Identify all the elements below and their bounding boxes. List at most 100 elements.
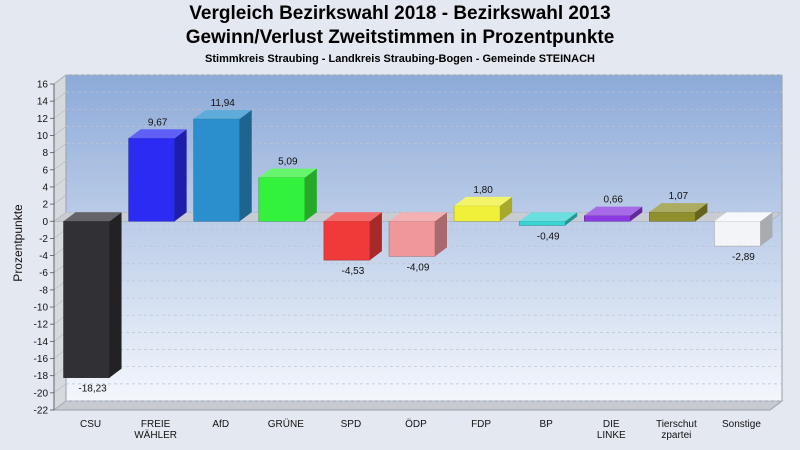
category-label: ÖDP <box>405 418 427 430</box>
bar-front <box>128 138 175 222</box>
bar-top <box>649 203 708 213</box>
bar-front <box>518 221 566 226</box>
y-tick-label: -22 <box>34 406 49 417</box>
grid-line-wall <box>53 91 67 102</box>
bar <box>388 212 447 257</box>
bar-front <box>714 221 761 247</box>
bar <box>453 196 513 222</box>
y-tick-label: 16 <box>37 80 49 91</box>
bar-front <box>453 205 501 222</box>
y-tick-label: -2 <box>39 234 48 245</box>
floor <box>52 400 784 411</box>
bar-front <box>193 118 240 222</box>
bar-top <box>714 212 773 222</box>
bar <box>518 212 578 226</box>
bar <box>193 109 252 222</box>
y-tick-label: 10 <box>37 131 49 142</box>
bar-top <box>584 206 643 216</box>
data-label: -4,09 <box>407 262 430 273</box>
chart-subtitle: Gewinn/Verlust Zweitstimmen in Prozentpu… <box>185 27 615 48</box>
bar-front <box>584 215 631 222</box>
bar <box>258 168 317 222</box>
bar-side <box>174 129 187 222</box>
y-tick-label: -14 <box>34 337 49 348</box>
bar-top <box>63 212 122 222</box>
grid-line-wall <box>53 126 67 136</box>
category-label: WÄHLER <box>134 429 177 441</box>
bars: -18,23 9,67 11,94 5,09 -4,53 -4,09 1,80 -0,49 0,… <box>63 98 773 395</box>
bar-top <box>519 212 578 222</box>
y-tick-label: 0 <box>42 217 48 228</box>
data-label: -18,23 <box>78 384 107 395</box>
grid-line-wall <box>53 400 67 411</box>
y-tick-label: -4 <box>39 251 48 262</box>
bar-front <box>63 221 110 378</box>
category-label: zpartei <box>661 430 691 441</box>
bar <box>63 212 122 378</box>
category-label: FDP <box>471 419 491 430</box>
bar-top <box>389 212 447 222</box>
bar-side <box>435 212 447 257</box>
bar <box>714 212 773 247</box>
category-label: Tierschut <box>656 419 697 430</box>
y-tick-label: -16 <box>34 354 49 365</box>
bar-side <box>239 109 252 222</box>
data-label: 1,07 <box>669 191 689 202</box>
y-axis-ticks: -22-20-18-16-14-12-10-8-6-4-202468101214… <box>34 80 55 417</box>
bar-side <box>304 168 317 222</box>
bar-front <box>258 177 306 222</box>
data-label: -0,49 <box>537 231 560 242</box>
grid-line-wall <box>53 160 67 171</box>
data-label: 11,94 <box>211 98 236 109</box>
y-tick-label: 6 <box>42 165 48 176</box>
y-tick-label: -6 <box>39 268 48 279</box>
data-label: -2,89 <box>732 252 755 263</box>
bar-side <box>369 212 382 261</box>
bar-side <box>695 203 708 222</box>
bar-side <box>109 212 122 378</box>
category-label: DIE <box>603 419 620 430</box>
y-tick-label: 8 <box>42 148 48 159</box>
data-label: 9,67 <box>148 117 168 128</box>
bar-top <box>454 196 513 206</box>
category-label: CSU <box>80 419 101 430</box>
bar-side <box>565 212 578 226</box>
y-tick-label: -12 <box>34 320 49 331</box>
grid-line-wall <box>53 74 67 85</box>
bar-side <box>500 196 513 222</box>
y-tick-label: 14 <box>37 97 49 108</box>
bar-front <box>388 221 436 257</box>
bar-top <box>323 212 382 222</box>
category-label: LINKE <box>597 430 626 441</box>
bar <box>649 203 708 222</box>
y-tick-label: 4 <box>42 182 48 193</box>
bar <box>323 212 382 261</box>
data-label: 1,80 <box>473 185 493 196</box>
data-label: 5,09 <box>278 157 298 168</box>
category-label: GRÜNE <box>268 418 304 430</box>
bar-top <box>193 109 252 119</box>
grid-line-wall <box>53 143 67 153</box>
category-label: BP <box>540 419 554 430</box>
chart-title: Vergleich Bezirkswahl 2018 - Bezirkswahl… <box>189 3 611 24</box>
y-tick-label: -8 <box>39 285 48 296</box>
chart-region-subtitle: Stimmkreis Straubing - Landkreis Straubi… <box>205 53 595 65</box>
bar <box>584 206 643 222</box>
grid-line-wall <box>53 383 67 394</box>
category-label: Sonstige <box>722 419 761 430</box>
y-tick-label: -20 <box>34 388 49 399</box>
category-label: FREIE <box>141 419 171 430</box>
y-tick-label: 12 <box>37 114 49 125</box>
bar-top <box>258 168 317 178</box>
bar <box>128 129 187 222</box>
y-tick-label: -18 <box>34 371 49 382</box>
y-tick-label: 2 <box>42 200 48 211</box>
y-axis-label: Prozentpunkte <box>11 204 25 282</box>
bar-top <box>128 129 187 139</box>
bar-front <box>323 221 371 261</box>
category-label: SPD <box>341 419 362 430</box>
grid-line-wall <box>53 109 67 119</box>
bar-front <box>649 211 696 222</box>
